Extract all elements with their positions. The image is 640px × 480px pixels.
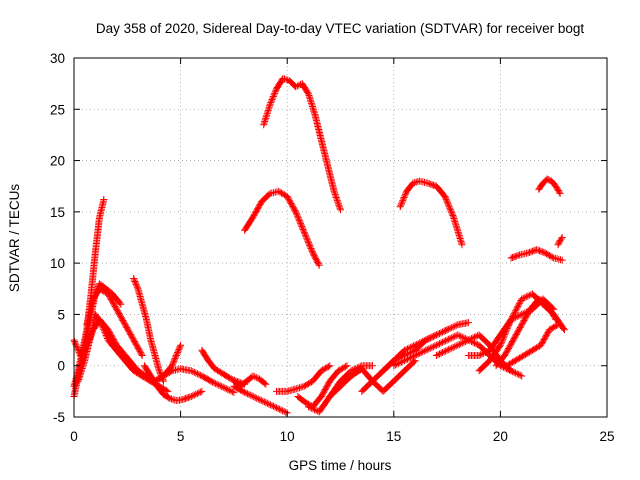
data-point-markers [396,177,466,249]
series-arc1 [70,196,108,390]
x-tick-label: 25 [599,429,614,444]
x-axis-label: GPS time / hours [289,458,392,473]
series-arc25 [475,290,568,375]
data-point-markers [326,357,419,400]
series-arc27 [503,321,562,370]
series-arc12 [230,382,291,417]
data-point-markers [241,187,323,269]
series-arc9 [151,365,238,396]
x-tick-label: 0 [70,429,78,444]
series-arc26 [492,295,560,370]
data-point-markers [130,275,167,385]
axis-ticks: 0 5 10 15 20 25 -5 0 5 10 15 20 25 30 [50,51,615,444]
series-arc5 [83,285,146,359]
series-arc11 [230,372,270,390]
series-arc30 [535,175,564,197]
x-tick-label: 15 [386,429,401,444]
y-tick-label: 10 [50,256,65,271]
series-arc20 [379,319,472,375]
series-arc13 [241,187,323,269]
y-tick-label: 30 [50,51,65,66]
series-arc15 [273,362,334,395]
data-point-markers [554,234,566,249]
x-tick-label: 20 [493,429,508,444]
data-point-markers [230,372,270,390]
data-point-markers [273,362,334,395]
x-tick-label: 10 [280,429,295,444]
data-point-markers [83,285,146,359]
data-point-markers [230,382,291,417]
series-arc22 [396,177,466,249]
y-axis-label: SDTVAR / TECUs [7,184,22,293]
y-tick-label: 5 [57,307,65,322]
data-marks [70,75,568,417]
grid [74,58,607,417]
series-arc29 [554,234,566,249]
y-tick-label: -5 [53,410,65,425]
y-tick-label: 20 [50,154,65,169]
y-tick-label: 25 [50,102,65,117]
data-point-markers [379,319,472,375]
x-tick-label: 5 [177,429,185,444]
data-point-markers [475,290,568,375]
data-point-markers [507,246,566,264]
y-tick-label: 15 [50,205,65,220]
series-arc18 [326,357,419,400]
series-arc7 [130,275,167,385]
series-arc14 [260,75,344,214]
data-point-markers [503,321,562,370]
plot-frame [73,57,608,418]
data-point-markers [492,295,560,370]
data-point-markers [151,365,238,396]
data-point-markers [535,175,564,197]
data-point-markers [260,75,344,214]
y-tick-label: 0 [57,359,65,374]
data-point-markers [70,196,108,390]
series-arc28 [507,246,566,264]
chart-title: Day 358 of 2020, Sidereal Day-to-day VTE… [96,21,584,36]
